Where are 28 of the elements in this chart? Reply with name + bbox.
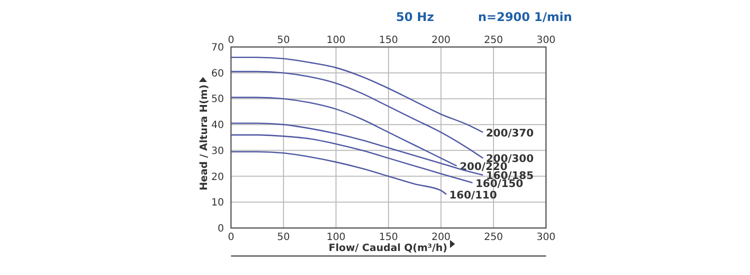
- series-label: 160/110: [449, 189, 497, 202]
- chart-subtitle: n=2900 1/min: [478, 10, 572, 24]
- x2-tick-label: 250: [484, 232, 504, 243]
- x2-tick-label: 50: [277, 232, 290, 243]
- x2-tick-label: 0: [228, 232, 234, 243]
- y-tick-label: 70: [211, 42, 224, 54]
- x-tick-label: 150: [378, 35, 398, 46]
- x2-tick-label: 150: [378, 232, 398, 243]
- x-tick-label: 50: [277, 35, 290, 46]
- x2-tick-label: 300: [536, 232, 556, 243]
- x2-tick-label: 200: [431, 232, 451, 243]
- x-tick-label: 0: [228, 35, 234, 46]
- series-label: 200/370: [486, 127, 534, 140]
- x-tick-label: 250: [484, 35, 504, 46]
- x-tick-label: 100: [326, 35, 346, 46]
- x-tick-label: 200: [431, 35, 451, 46]
- x-tick-label: 300: [536, 35, 556, 46]
- y-axis-title: Head / Altura H(m): [199, 84, 210, 190]
- y-tick-label: 0: [218, 224, 224, 234]
- y-tick-label: 50: [211, 94, 224, 106]
- chart-title: 50 Hz: [396, 10, 434, 24]
- y-tick-label: 10: [211, 198, 224, 209]
- y-tick-label: 30: [211, 146, 224, 157]
- y-tick-label: 20: [211, 172, 224, 183]
- y-tick-label: 40: [211, 120, 224, 132]
- x-axis-title: Flow/ Caudal Q(m³/h): [328, 243, 448, 254]
- y-tick-label: 60: [211, 68, 224, 80]
- x2-tick-label: 100: [326, 232, 346, 243]
